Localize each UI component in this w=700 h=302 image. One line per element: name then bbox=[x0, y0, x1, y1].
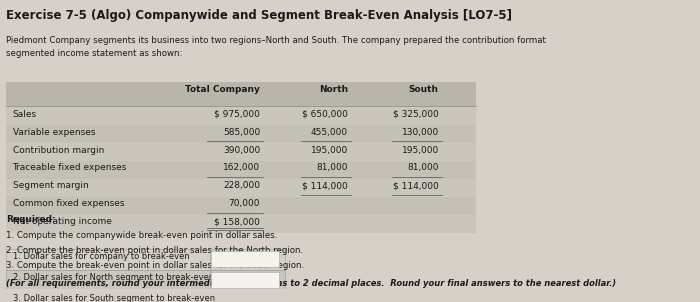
Text: Net operating income: Net operating income bbox=[13, 217, 111, 226]
FancyBboxPatch shape bbox=[6, 161, 477, 179]
Text: Piedmont Company segments its business into two regions–North and South. The com: Piedmont Company segments its business i… bbox=[6, 36, 546, 58]
Text: $ 158,000: $ 158,000 bbox=[214, 217, 260, 226]
FancyBboxPatch shape bbox=[211, 272, 279, 288]
Text: Total Company: Total Company bbox=[186, 85, 260, 94]
Text: $ 325,000: $ 325,000 bbox=[393, 110, 439, 119]
Text: North: North bbox=[318, 85, 348, 94]
Text: 70,000: 70,000 bbox=[229, 199, 260, 208]
FancyBboxPatch shape bbox=[6, 215, 477, 233]
FancyBboxPatch shape bbox=[6, 249, 286, 270]
Text: 455,000: 455,000 bbox=[311, 128, 348, 137]
Text: 228,000: 228,000 bbox=[223, 182, 260, 190]
FancyBboxPatch shape bbox=[6, 197, 477, 215]
FancyBboxPatch shape bbox=[6, 179, 477, 197]
Text: 2. Compute the break-even point in dollar sales for the North region.: 2. Compute the break-even point in dolla… bbox=[6, 246, 303, 255]
Text: $ 114,000: $ 114,000 bbox=[302, 182, 348, 190]
Text: Common fixed expenses: Common fixed expenses bbox=[13, 199, 124, 208]
Text: $ 650,000: $ 650,000 bbox=[302, 110, 348, 119]
FancyBboxPatch shape bbox=[6, 82, 477, 106]
Text: (For all requirements, round your intermediate calculations to 2 decimal places.: (For all requirements, round your interm… bbox=[6, 279, 617, 288]
Text: 195,000: 195,000 bbox=[311, 146, 348, 155]
FancyBboxPatch shape bbox=[6, 125, 477, 143]
Text: 162,000: 162,000 bbox=[223, 163, 260, 172]
Text: 195,000: 195,000 bbox=[402, 146, 439, 155]
Text: 1. Dollar sales for company to break-even: 1. Dollar sales for company to break-eve… bbox=[13, 252, 189, 262]
FancyBboxPatch shape bbox=[6, 108, 477, 125]
FancyBboxPatch shape bbox=[211, 251, 279, 268]
FancyBboxPatch shape bbox=[211, 293, 279, 302]
Text: 2. Dollar sales for North segment to break-even: 2. Dollar sales for North segment to bre… bbox=[13, 273, 213, 282]
Text: 130,000: 130,000 bbox=[402, 128, 439, 137]
FancyBboxPatch shape bbox=[6, 82, 477, 212]
Text: Sales: Sales bbox=[13, 110, 36, 119]
Text: 1. Compute the companywide break-even point in dollar sales.: 1. Compute the companywide break-even po… bbox=[6, 231, 278, 240]
FancyBboxPatch shape bbox=[6, 270, 286, 291]
Text: Traceable fixed expenses: Traceable fixed expenses bbox=[13, 163, 127, 172]
Text: 585,000: 585,000 bbox=[223, 128, 260, 137]
FancyBboxPatch shape bbox=[6, 143, 477, 161]
Text: Required:: Required: bbox=[6, 215, 56, 224]
Text: Exercise 7-5 (Algo) Companywide and Segment Break-Even Analysis [LO7-5]: Exercise 7-5 (Algo) Companywide and Segm… bbox=[6, 9, 512, 22]
Text: 390,000: 390,000 bbox=[223, 146, 260, 155]
Text: 81,000: 81,000 bbox=[407, 163, 439, 172]
Text: 3. Dollar sales for South segment to break-even: 3. Dollar sales for South segment to bre… bbox=[13, 294, 215, 302]
Text: $ 114,000: $ 114,000 bbox=[393, 182, 439, 190]
Text: 81,000: 81,000 bbox=[316, 163, 348, 172]
FancyBboxPatch shape bbox=[6, 291, 286, 302]
Text: 3. Compute the break-even point in dollar sales for the South region.: 3. Compute the break-even point in dolla… bbox=[6, 261, 304, 270]
Text: South: South bbox=[409, 85, 439, 94]
Text: Segment margin: Segment margin bbox=[13, 182, 88, 190]
Text: $ 975,000: $ 975,000 bbox=[214, 110, 260, 119]
Text: Contribution margin: Contribution margin bbox=[13, 146, 104, 155]
Text: Variable expenses: Variable expenses bbox=[13, 128, 95, 137]
